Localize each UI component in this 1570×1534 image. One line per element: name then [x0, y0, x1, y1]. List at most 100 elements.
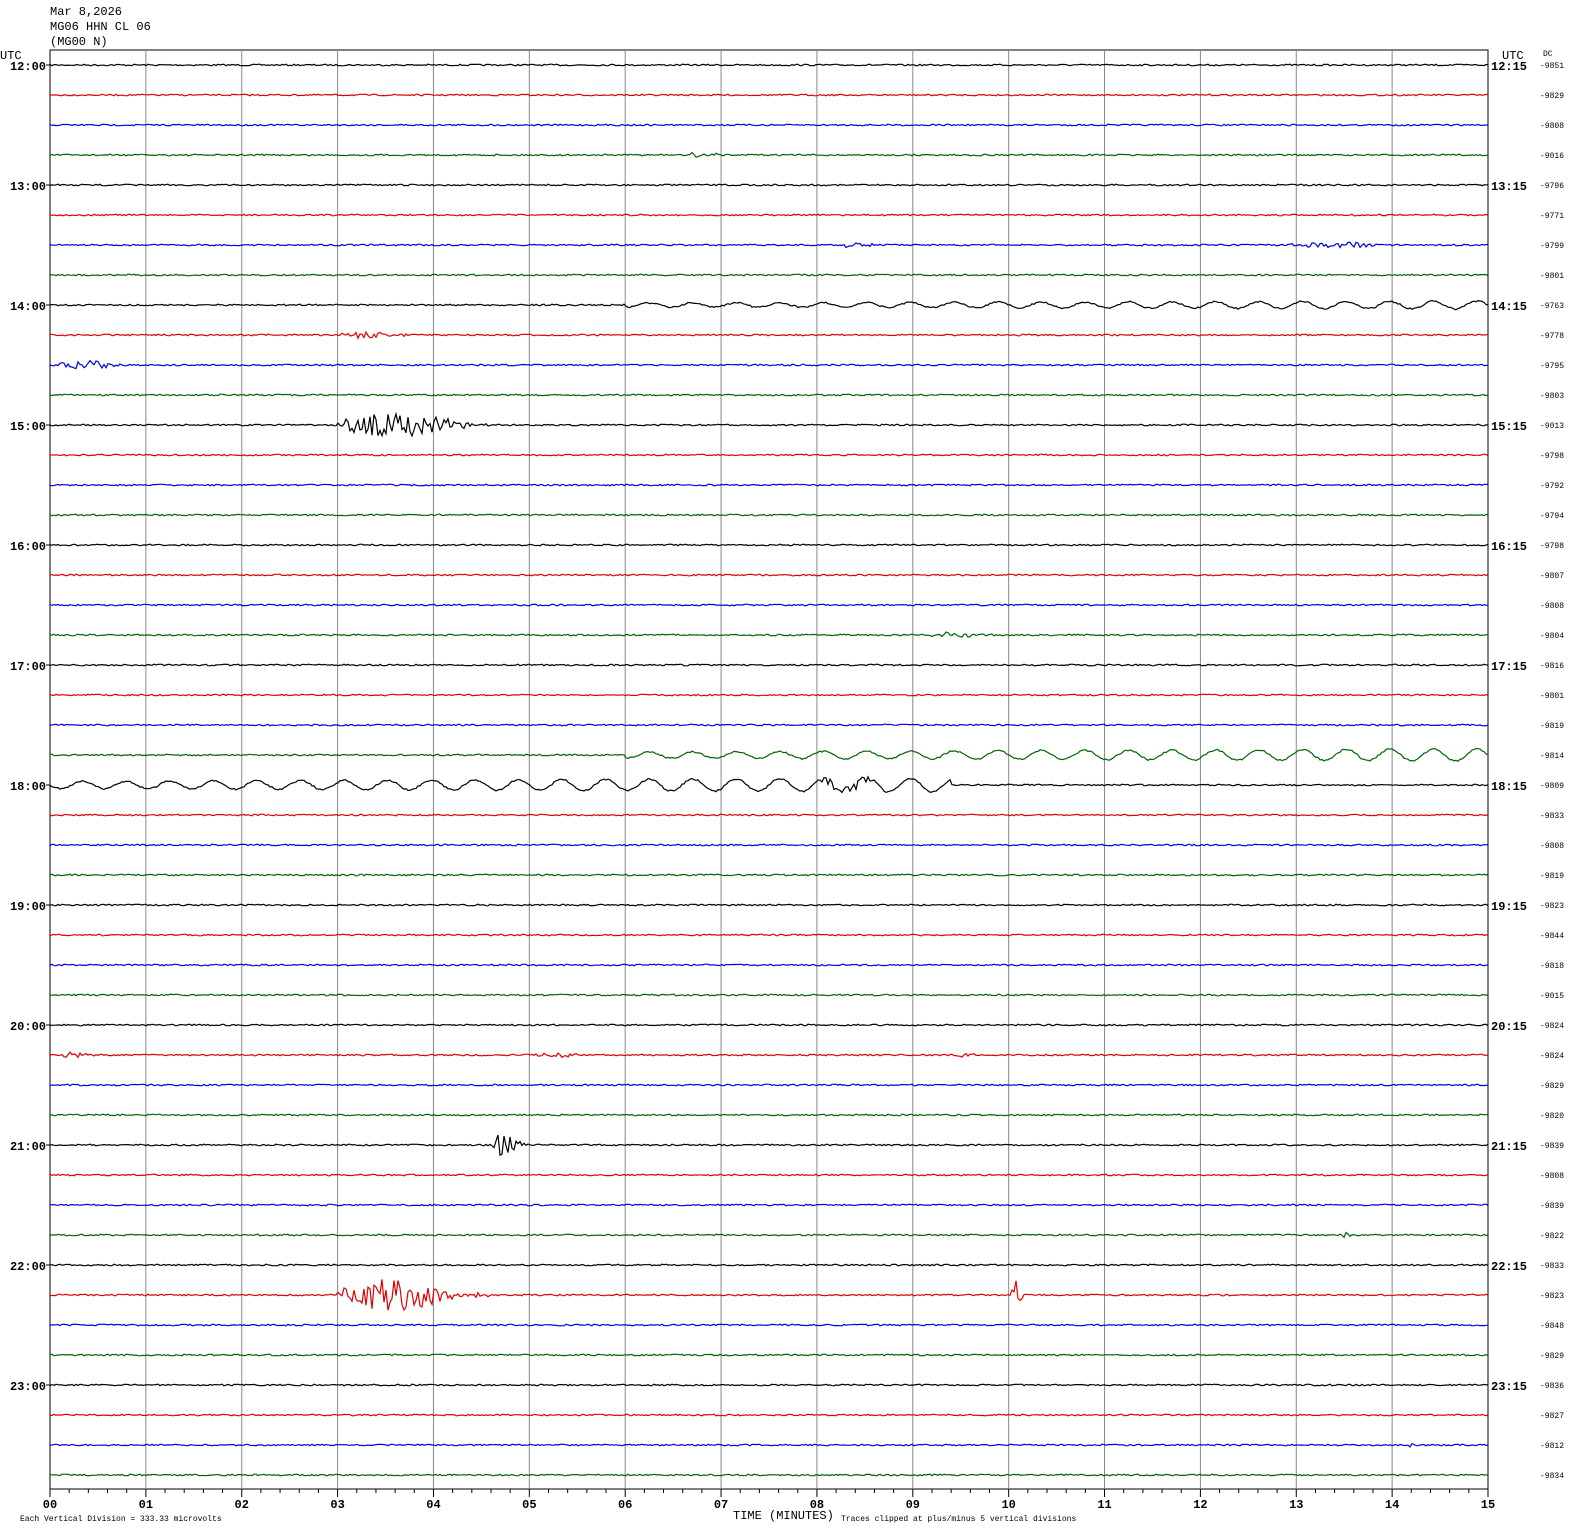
dc-value: -9015 — [1540, 992, 1564, 1001]
trace — [49, 359, 1489, 370]
dc-value: -9822 — [1540, 1232, 1564, 1241]
dc-value: -9820 — [1540, 1112, 1564, 1121]
time-label-right: 21:15 — [1491, 1140, 1527, 1154]
trace — [50, 1413, 1489, 1417]
time-label-right: 16:15 — [1491, 540, 1527, 554]
time-label-right: 12:15 — [1491, 60, 1527, 74]
utc-label: UTC — [1502, 49, 1524, 63]
dc-value: -9839 — [1540, 1202, 1564, 1211]
trace — [49, 873, 1489, 877]
trace — [49, 483, 1489, 487]
trace — [49, 93, 1489, 97]
dc-value: -9808 — [1540, 1172, 1564, 1181]
x-tick-label: 12 — [1193, 1498, 1207, 1512]
x-axis-label: TIME (MINUTES) — [733, 1509, 834, 1523]
dc-value: -9799 — [1540, 242, 1564, 251]
time-label-right: 14:15 — [1491, 300, 1527, 314]
dc-label: DC — [1543, 50, 1553, 59]
header-line: Mar 8,2026 — [50, 5, 122, 19]
dc-value: -9848 — [1540, 1322, 1564, 1331]
dc-value: -9795 — [1540, 362, 1564, 371]
trace — [49, 543, 1489, 547]
trace — [49, 513, 1489, 517]
footer-note: Each Vertical Division = 333.33 microvol… — [20, 1515, 222, 1524]
dc-value: -9763 — [1540, 302, 1564, 311]
dc-value: -9798 — [1540, 452, 1564, 461]
time-label-left: 17:00 — [10, 660, 46, 674]
trace — [49, 1231, 1489, 1239]
dc-value: -9829 — [1540, 92, 1564, 101]
trace — [49, 631, 1489, 638]
trace — [49, 1442, 1489, 1448]
trace — [49, 299, 1489, 311]
time-label-left: 22:00 — [10, 1260, 46, 1274]
trace — [49, 183, 1488, 187]
trace — [49, 411, 1489, 438]
footer-note: Traces clipped at plus/minus 5 vertical … — [841, 1515, 1076, 1524]
time-label-left: 23:00 — [10, 1380, 46, 1394]
dc-value: -9808 — [1540, 842, 1564, 851]
dc-value: -9808 — [1540, 602, 1564, 611]
trace — [49, 151, 1489, 158]
dc-value: -9809 — [1540, 782, 1564, 791]
trace — [49, 603, 1488, 607]
frame — [49, 49, 1489, 1490]
trace — [49, 693, 1489, 697]
time-label-left: 19:00 — [10, 900, 46, 914]
trace — [49, 1353, 1489, 1357]
trace — [49, 241, 1489, 249]
dc-value: -9807 — [1540, 572, 1564, 581]
trace — [49, 1083, 1489, 1087]
trace — [49, 393, 1489, 397]
dc-value: -9792 — [1540, 482, 1564, 491]
trace — [49, 1323, 1488, 1327]
trace — [49, 213, 1489, 217]
utc-label: UTC — [0, 49, 22, 63]
x-tick-label: 05 — [522, 1498, 536, 1512]
time-label-left: 15:00 — [10, 420, 46, 434]
header-line: (MG00 N) — [50, 35, 108, 49]
time-label-left: 14:00 — [10, 300, 46, 314]
time-label-right: 23:15 — [1491, 1380, 1527, 1394]
time-label-right: 20:15 — [1491, 1020, 1527, 1034]
dc-value: -9829 — [1540, 1082, 1564, 1091]
time-label-left: 20:00 — [10, 1020, 46, 1034]
time-label-left: 12:00 — [10, 60, 46, 74]
dc-value: -9839 — [1540, 1142, 1564, 1151]
trace — [49, 1051, 1489, 1059]
x-tick-label: 09 — [906, 1498, 920, 1512]
dc-value: -9801 — [1540, 692, 1564, 701]
dc-value: -9819 — [1540, 722, 1564, 731]
trace — [49, 843, 1489, 847]
dc-value: -9803 — [1540, 392, 1564, 401]
dc-value: -9771 — [1540, 212, 1564, 221]
trace — [49, 573, 1489, 577]
trace — [49, 1383, 1489, 1387]
trace — [49, 330, 1489, 340]
dc-value: -9814 — [1540, 752, 1564, 761]
x-tick-label: 14 — [1385, 1498, 1399, 1512]
trace — [49, 123, 1489, 127]
trace — [49, 1203, 1489, 1207]
x-tick-label: 03 — [330, 1498, 344, 1512]
dc-value: -9016 — [1540, 152, 1564, 161]
x-tick-label: 04 — [426, 1498, 440, 1512]
dc-value: -9851 — [1540, 62, 1564, 71]
x-tick-label: 02 — [235, 1498, 249, 1512]
trace — [49, 1173, 1489, 1177]
x-tick-label: 15 — [1481, 1498, 1495, 1512]
dc-value: -9824 — [1540, 1022, 1564, 1031]
x-tick-label: 01 — [139, 1498, 153, 1512]
dc-value: -9796 — [1540, 182, 1564, 191]
dc-value: -9836 — [1540, 1382, 1564, 1391]
trace — [49, 993, 1489, 997]
dc-value: -9818 — [1540, 962, 1564, 971]
time-label-left: 18:00 — [10, 780, 46, 794]
time-label-right: 17:15 — [1491, 660, 1527, 674]
trace — [49, 1473, 1489, 1477]
dc-value: -9798 — [1540, 542, 1564, 551]
trace — [49, 933, 1488, 937]
time-label-left: 21:00 — [10, 1140, 46, 1154]
header-line: MG06 HHN CL 06 — [50, 20, 151, 34]
x-tick-label: 08 — [810, 1498, 824, 1512]
